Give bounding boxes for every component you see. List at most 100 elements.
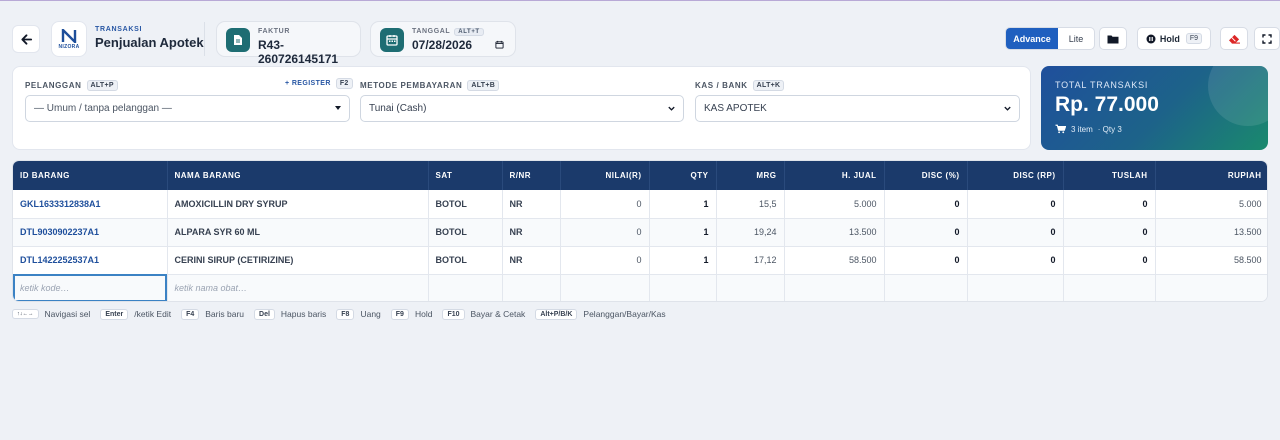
hint-pay-print: F10 Bayar & Cetak	[442, 308, 525, 320]
calendar-icon	[380, 28, 404, 52]
cell-nilai-r[interactable]: 0	[560, 246, 650, 275]
cell-h-jual[interactable]: 58.500	[784, 246, 885, 275]
cell-disc-pct[interactable]: 0	[884, 190, 968, 219]
hint-text: Pelanggan/Bayar/Kas	[583, 309, 666, 319]
cell-nama-barang[interactable]: AMOXICILLIN DRY SYRUP	[167, 190, 429, 219]
cell-sat[interactable]: BOTOL	[428, 246, 503, 275]
col-header-nilai-r[interactable]: NILAI(R)	[560, 161, 650, 190]
date-input[interactable]: 07/28/2026	[412, 38, 473, 52]
pelanggan-shortcut: ALT+P	[86, 80, 118, 91]
hint-key: F4	[181, 308, 200, 320]
fullscreen-icon	[1262, 33, 1272, 44]
empty-cell[interactable]	[967, 274, 1064, 301]
cell-qty[interactable]: 1	[649, 246, 717, 275]
hint-key: F9	[390, 308, 409, 320]
tanggal-chip[interactable]: TANGGAL ALT+T 07/28/2026	[370, 21, 516, 57]
cell-sat[interactable]: BOTOL	[428, 218, 503, 247]
cell-qty[interactable]: 1	[649, 218, 717, 247]
table-row[interactable]: DTL9030902237A1 ALPARA SYR 60 ML BOTOL N…	[13, 218, 1267, 247]
col-header-disc-pct[interactable]: DISC (%)	[884, 161, 968, 190]
kas-label-text: KAS / BANK	[695, 81, 748, 90]
empty-cell[interactable]	[502, 274, 561, 301]
document-icon	[226, 28, 250, 52]
cell-id-barang[interactable]: DTL1422252537A1	[13, 246, 168, 275]
register-customer-link[interactable]: + REGISTER F2	[285, 78, 353, 89]
col-header-r-nr[interactable]: R/NR	[502, 161, 561, 190]
col-header-rupiah[interactable]: RUPIAH	[1155, 161, 1267, 190]
hint-navigate: ↑↓←→ Navigasi sel	[12, 309, 90, 319]
cell-nilai-r[interactable]: 0	[560, 218, 650, 247]
col-header-mrg[interactable]: MRG	[716, 161, 785, 190]
cell-disc-rp[interactable]: 0	[967, 218, 1064, 247]
back-button[interactable]	[12, 25, 40, 53]
col-header-disc-rp[interactable]: DISC (RP)	[967, 161, 1064, 190]
cell-r-nr[interactable]: NR	[502, 218, 561, 247]
total-transaction-card: TOTAL TRANSAKSI Rp. 77.000 3 item · Qty …	[1041, 66, 1268, 150]
empty-cell[interactable]	[560, 274, 650, 301]
cell-nama-barang[interactable]: CERINI SIRUP (CETIRIZINE)	[167, 246, 429, 275]
folder-icon	[1107, 35, 1119, 43]
empty-cell[interactable]	[649, 274, 717, 301]
cell-qty[interactable]: 1	[649, 190, 717, 219]
cell-disc-pct[interactable]: 0	[884, 246, 968, 275]
hint-key: F8	[336, 308, 355, 320]
empty-cell[interactable]	[1063, 274, 1156, 301]
cell-disc-rp[interactable]: 0	[967, 246, 1064, 275]
date-picker-icon[interactable]	[495, 40, 504, 49]
chevron-down-icon	[1004, 106, 1011, 111]
cell-mrg[interactable]: 17,12	[716, 246, 785, 275]
col-header-tuslah[interactable]: TUSLAH	[1063, 161, 1156, 190]
table-header-row: ID BARANG NAMA BARANG SAT R/NR NILAI(R) …	[13, 161, 1267, 190]
col-header-h-jual[interactable]: H. JUAL	[784, 161, 885, 190]
total-qty: · Qty 3	[1097, 124, 1122, 134]
new-item-input-row[interactable]: ketik kode… ketik nama obat…	[13, 274, 1267, 301]
cell-r-nr[interactable]: NR	[502, 246, 561, 275]
tanggal-shortcut: ALT+T	[454, 28, 484, 36]
cell-id-barang[interactable]: DTL9030902237A1	[13, 218, 168, 247]
mode-toggle: Advance Lite	[1005, 27, 1095, 50]
col-header-qty[interactable]: QTY	[649, 161, 717, 190]
cell-tuslah[interactable]: 0	[1063, 190, 1156, 219]
cell-sat[interactable]: BOTOL	[428, 190, 503, 219]
hint-key: ↑↓←→	[12, 309, 39, 319]
col-header-nama-barang[interactable]: NAMA BARANG	[167, 161, 429, 190]
clear-transaction-button[interactable]	[1220, 27, 1248, 50]
cell-tuslah[interactable]: 0	[1063, 218, 1156, 247]
col-header-id-barang[interactable]: ID BARANG	[13, 161, 168, 190]
mode-lite-button[interactable]: Lite	[1068, 33, 1084, 44]
mode-advance-button[interactable]: Advance	[1006, 28, 1058, 49]
chevron-down-icon	[668, 106, 675, 111]
total-value: Rp. 77.000	[1055, 93, 1159, 116]
empty-cell[interactable]	[716, 274, 785, 301]
cell-disc-rp[interactable]: 0	[967, 190, 1064, 219]
nama-obat-input-cell[interactable]: ketik nama obat…	[167, 274, 429, 301]
pelanggan-label-text: PELANGGAN	[25, 81, 82, 90]
cell-r-nr[interactable]: NR	[502, 190, 561, 219]
table-row[interactable]: DTL1422252537A1 CERINI SIRUP (CETIRIZINE…	[13, 246, 1267, 275]
cell-h-jual[interactable]: 5.000	[784, 190, 885, 219]
open-folder-button[interactable]	[1099, 27, 1127, 50]
col-header-sat[interactable]: SAT	[428, 161, 503, 190]
kode-input-cell[interactable]: ketik kode…	[13, 274, 168, 301]
empty-cell[interactable]	[784, 274, 885, 301]
window-top-border	[0, 0, 1280, 1]
empty-cell[interactable]	[884, 274, 968, 301]
cell-mrg[interactable]: 19,24	[716, 218, 785, 247]
hold-button[interactable]: Hold F9	[1137, 27, 1211, 50]
metode-pembayaran-select[interactable]: Tunai (Cash)	[360, 95, 684, 122]
empty-cell[interactable]	[428, 274, 503, 301]
cell-id-barang[interactable]: GKL1633312838A1	[13, 190, 168, 219]
table-row[interactable]: GKL1633312838A1 AMOXICILLIN DRY SYRUP BO…	[13, 190, 1267, 219]
cell-h-jual[interactable]: 13.500	[784, 218, 885, 247]
metode-value: Tunai (Cash)	[369, 103, 427, 114]
logo-text: NIZORA	[58, 43, 80, 50]
kas-bank-select[interactable]: KAS APOTEK	[695, 95, 1020, 122]
cell-disc-pct[interactable]: 0	[884, 218, 968, 247]
pelanggan-select[interactable]: — Umum / tanpa pelanggan —	[25, 95, 350, 122]
metode-label-text: METODE PEMBAYARAN	[360, 81, 463, 90]
cell-nilai-r[interactable]: 0	[560, 190, 650, 219]
cell-mrg[interactable]: 15,5	[716, 190, 785, 219]
fullscreen-button[interactable]	[1254, 27, 1280, 50]
cell-tuslah[interactable]: 0	[1063, 246, 1156, 275]
cell-nama-barang[interactable]: ALPARA SYR 60 ML	[167, 218, 429, 247]
